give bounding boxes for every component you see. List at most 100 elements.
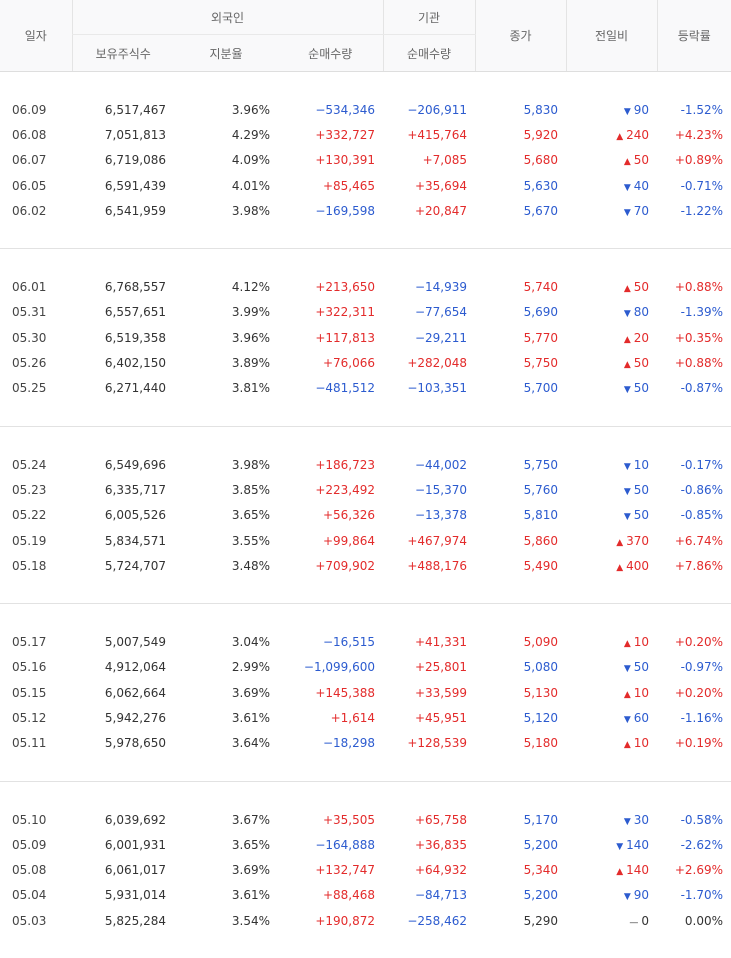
cell-close: 5,830 [475, 97, 566, 122]
cell-rate: -1.39% [657, 300, 731, 325]
cell-rate: -0.86% [657, 477, 731, 502]
cell-rate: +6.74% [657, 528, 731, 553]
cell-inst-net: +41,331 [383, 629, 475, 654]
cell-foreign-net: +56,326 [278, 503, 383, 528]
cell-close: 5,700 [475, 376, 566, 401]
triangle-down-icon: ▼ [624, 107, 631, 117]
change-value: 370 [626, 534, 649, 548]
cell-inst-net: +45,951 [383, 705, 475, 730]
triangle-down-icon: ▼ [624, 385, 631, 395]
triangle-down-icon: ▼ [624, 462, 631, 472]
change-value: 90 [634, 888, 649, 902]
change-value: 50 [634, 483, 649, 497]
cell-foreign-net: +130,391 [278, 148, 383, 173]
triangle-down-icon: ▼ [624, 309, 631, 319]
triangle-up-icon: ▲ [616, 132, 623, 142]
cell-date: 05.15 [0, 680, 72, 705]
change-value: 140 [626, 838, 649, 852]
cell-foreign-net: +213,650 [278, 274, 383, 299]
cell-close: 5,920 [475, 122, 566, 147]
cell-date: 05.08 [0, 858, 72, 883]
cell-close: 5,120 [475, 705, 566, 730]
cell-inst-net: −103,351 [383, 376, 475, 401]
header-foreign: 외국인 [72, 0, 383, 35]
cell-inst-net: −15,370 [383, 477, 475, 502]
group-spacer [0, 72, 731, 98]
cell-date: 05.25 [0, 376, 72, 401]
cell-ratio: 4.09% [174, 148, 278, 173]
cell-date: 06.05 [0, 173, 72, 198]
group-spacer [0, 401, 731, 427]
cell-holdings: 6,271,440 [72, 376, 174, 401]
cell-change: ▼50 [566, 655, 657, 680]
cell-close: 5,130 [475, 680, 566, 705]
cell-rate: +0.88% [657, 350, 731, 375]
cell-foreign-net: −481,512 [278, 376, 383, 401]
cell-change: ▲20 [566, 325, 657, 350]
cell-ratio: 3.69% [174, 858, 278, 883]
change-value: 10 [634, 736, 649, 750]
cell-date: 05.09 [0, 832, 72, 857]
cell-foreign-net: +117,813 [278, 325, 383, 350]
cell-date: 05.26 [0, 350, 72, 375]
cell-date: 05.30 [0, 325, 72, 350]
cell-inst-net: +25,801 [383, 655, 475, 680]
cell-rate: +4.23% [657, 122, 731, 147]
cell-inst-net: +7,085 [383, 148, 475, 173]
header-rate: 등락률 [657, 0, 731, 72]
group-spacer [0, 223, 731, 249]
triangle-down-icon: ▼ [624, 664, 631, 674]
cell-rate: +0.89% [657, 148, 731, 173]
cell-close: 5,290 [475, 908, 566, 933]
change-value: 50 [634, 660, 649, 674]
triangle-up-icon: ▲ [624, 157, 631, 167]
header-ratio: 지분율 [174, 35, 278, 72]
header-holdings: 보유주식수 [72, 35, 174, 72]
cell-holdings: 6,061,017 [72, 858, 174, 883]
cell-holdings: 5,931,014 [72, 883, 174, 908]
cell-ratio: 3.48% [174, 553, 278, 578]
triangle-down-icon: ▼ [624, 208, 631, 218]
cell-inst-net: +35,694 [383, 173, 475, 198]
cell-holdings: 5,942,276 [72, 705, 174, 730]
cell-inst-net: +33,599 [383, 680, 475, 705]
cell-change: ▼10 [566, 452, 657, 477]
cell-change: ▲50 [566, 274, 657, 299]
cell-holdings: 6,517,467 [72, 97, 174, 122]
cell-close: 5,680 [475, 148, 566, 173]
cell-foreign-net: +1,614 [278, 705, 383, 730]
cell-holdings: 6,541,959 [72, 198, 174, 223]
cell-ratio: 3.99% [174, 300, 278, 325]
cell-inst-net: +20,847 [383, 198, 475, 223]
cell-ratio: 3.98% [174, 452, 278, 477]
cell-date: 05.04 [0, 883, 72, 908]
cell-close: 5,810 [475, 503, 566, 528]
cell-close: 5,770 [475, 325, 566, 350]
cell-change: ▲400 [566, 553, 657, 578]
cell-holdings: 6,768,557 [72, 274, 174, 299]
cell-rate: +0.20% [657, 629, 731, 654]
triangle-down-icon: ▼ [616, 842, 623, 852]
cell-ratio: 4.01% [174, 173, 278, 198]
cell-holdings: 6,591,439 [72, 173, 174, 198]
cell-rate: -0.85% [657, 503, 731, 528]
cell-inst-net: −258,462 [383, 908, 475, 933]
triangle-down-icon: ▼ [624, 183, 631, 193]
cell-change: ▼60 [566, 705, 657, 730]
triangle-up-icon: ▲ [616, 538, 623, 548]
change-value: 50 [634, 153, 649, 167]
cell-ratio: 3.81% [174, 376, 278, 401]
cell-rate: -1.52% [657, 97, 731, 122]
cell-change: ▲370 [566, 528, 657, 553]
change-value: 50 [634, 356, 649, 370]
cell-foreign-net: −18,298 [278, 731, 383, 756]
